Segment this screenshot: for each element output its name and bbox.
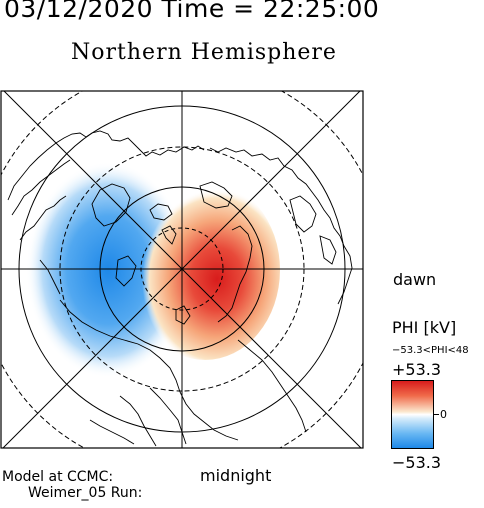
midnight-label: midnight [200,466,272,485]
colorbar-range: −53.3<PHI<48 [392,345,469,356]
colorbar-zero-label: 0 [440,408,447,421]
dawn-potential-cell [130,180,280,360]
colorbar [391,380,434,449]
datetime-title: 03/12/2020 Time = 22:25:00 [4,0,380,23]
colorbar-title: PHI [kV] [392,318,457,337]
meridian-lines [1,91,363,448]
run-label: Weimer_05 Run: [28,485,143,501]
hemisphere-title: Northern Hemisphere [71,40,337,65]
colorbar-min-label: −53.3 [392,453,442,472]
model-label: Model at CCMC: [2,469,114,485]
colorbar-zero-tick [434,414,439,415]
coastlines [7,130,353,447]
dawn-label: dawn [393,270,437,289]
colorbar-max-label: +53.3 [392,360,442,379]
polar-potential-map [0,90,364,449]
